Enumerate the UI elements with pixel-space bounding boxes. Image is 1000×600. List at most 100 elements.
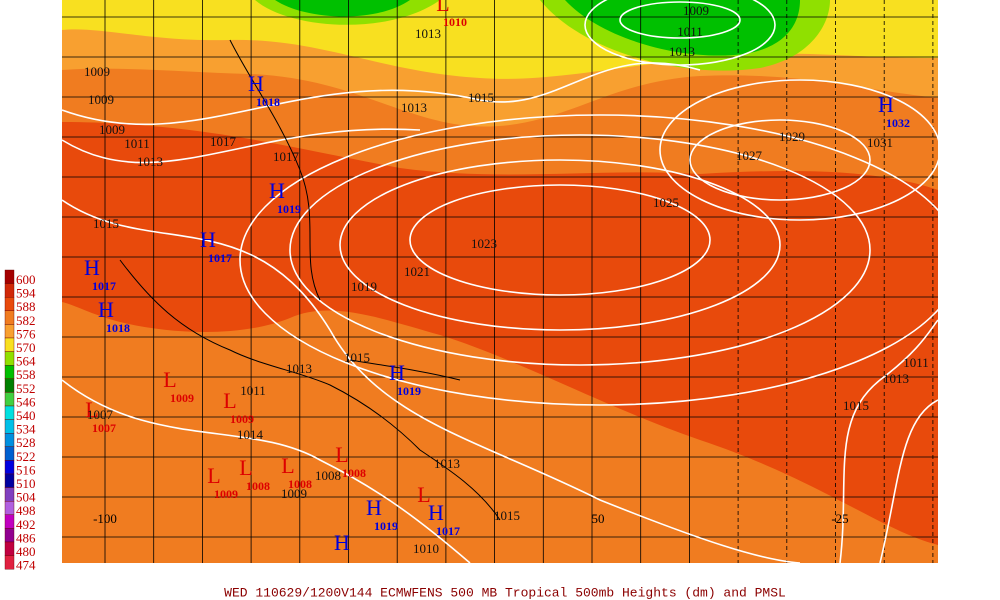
legend-swatch (4, 487, 15, 502)
isobar-label: 1017 (210, 134, 237, 149)
isobar-label: 1015 (344, 350, 370, 365)
center-letter: H (248, 71, 264, 96)
center-pressure: 1018 (256, 95, 280, 109)
isobar-label: 1013 (434, 456, 460, 471)
isobar-label: 1014 (237, 427, 264, 442)
center-letter: L (281, 453, 294, 478)
center-pressure: 1017 (208, 251, 232, 265)
center-pressure: 1009 (170, 391, 194, 405)
grid (62, 0, 938, 563)
center-pressure: 1008 (246, 479, 270, 493)
isobar-label: 1009 (84, 64, 110, 79)
isobar-label: 1011 (240, 383, 266, 398)
isobar-label: 1025 (653, 195, 679, 210)
isobar-label: 1009 (281, 486, 307, 501)
longitude-label: -100 (93, 511, 117, 526)
isobar-label: 1013 (137, 154, 163, 169)
legend-label: 498 (16, 503, 36, 518)
legend-swatch (4, 365, 15, 380)
legend-label: 594 (16, 286, 36, 301)
legend-swatch (4, 351, 15, 366)
center-letter: L (335, 442, 348, 467)
isobar-label: 1011 (124, 136, 150, 151)
isobar-label: 1013 (883, 371, 909, 386)
legend-swatch (4, 297, 15, 312)
isobar-label: 1013 (669, 44, 695, 59)
center-pressure: 1017 (436, 524, 460, 538)
legend-label: 600 (16, 272, 36, 287)
isobar-label: 1013 (286, 361, 312, 376)
legend-swatch (4, 460, 15, 475)
legend-swatch (4, 378, 15, 393)
legend-swatch (4, 283, 15, 298)
center-letter: H (389, 360, 405, 385)
center-pressure: 1017 (92, 279, 116, 293)
isobar-label: 1023 (471, 236, 497, 251)
isobar-label: 1019 (351, 279, 377, 294)
legend-swatch (4, 473, 15, 488)
center-letter: L (163, 367, 176, 392)
isobar-label: 1015 (93, 216, 119, 231)
footer-title: WED 110629/1200V144 ECMWFENS 500 MB Trop… (224, 585, 786, 600)
legend-swatch (4, 310, 15, 325)
longitude-labels: -100 50 -25 (93, 511, 849, 526)
map-area (62, 0, 938, 563)
legend-swatch (4, 405, 15, 420)
center-letter: H (269, 178, 285, 203)
legend-label: 522 (16, 449, 36, 464)
isobar-label: 1010 (413, 541, 439, 556)
center-pressure: 1018 (106, 321, 130, 335)
legend-label: 588 (16, 299, 36, 314)
legend-swatch (4, 446, 15, 461)
isobar-label: 1007 (87, 407, 114, 422)
center-pressure: 1008 (288, 477, 312, 491)
center-letter: H (878, 92, 894, 117)
isobars (62, 0, 938, 563)
height-band-588 (62, 122, 938, 545)
center-pressure: 1019 (374, 519, 398, 533)
center-pressure: 1010 (443, 15, 467, 29)
pressure-centers: H1018H1019H1017H1017H1018H1032H1019H1019… (84, 0, 910, 555)
center-letter: H (334, 530, 350, 555)
isobar-label: 1029 (779, 129, 805, 144)
legend-label: 474 (16, 558, 36, 573)
longitude-label: -25 (831, 511, 848, 526)
isobar-label: 1013 (401, 100, 427, 115)
height-band-558 (275, 0, 800, 56)
legend-swatch (4, 555, 15, 570)
legend-label: 558 (16, 367, 36, 382)
isobar-label: 1015 (468, 90, 494, 105)
center-letter: L (207, 463, 220, 488)
legend-label: 510 (16, 476, 36, 491)
isobar-label: 1031 (867, 135, 893, 150)
legend-label: 564 (16, 354, 36, 369)
legend-swatch (4, 501, 15, 516)
legend-swatch (4, 324, 15, 339)
legend-label: 516 (16, 462, 36, 477)
legend-swatch (4, 269, 15, 284)
isobar-labels: 1009101110131013100910091009101110131017… (84, 3, 929, 556)
center-pressure: 1019 (397, 384, 421, 398)
legend-label: 492 (16, 517, 36, 532)
center-pressure: 1032 (886, 116, 910, 130)
isobar-label: 1008 (315, 468, 341, 483)
center-letter: L (436, 0, 449, 16)
legend-label: 486 (16, 530, 36, 545)
center-pressure: 1009 (230, 412, 254, 426)
isobar-label: 1009 (99, 122, 125, 137)
center-letter: H (84, 255, 100, 280)
isobar-label: 1011 (677, 24, 703, 39)
legend: 6005945885825765705645585525465405345285… (4, 269, 36, 573)
isobar-label: 1011 (903, 355, 929, 370)
legend-swatch (4, 433, 15, 448)
legend-swatch (4, 514, 15, 529)
center-letter: L (85, 397, 98, 422)
legend-label: 534 (16, 422, 36, 437)
legend-swatch (4, 528, 15, 543)
legend-label: 546 (16, 394, 36, 409)
isobar-label: 1027 (736, 148, 763, 163)
isobar-label: 1009 (88, 92, 114, 107)
legend-swatch (4, 419, 15, 434)
center-pressure: 1009 (214, 487, 238, 501)
